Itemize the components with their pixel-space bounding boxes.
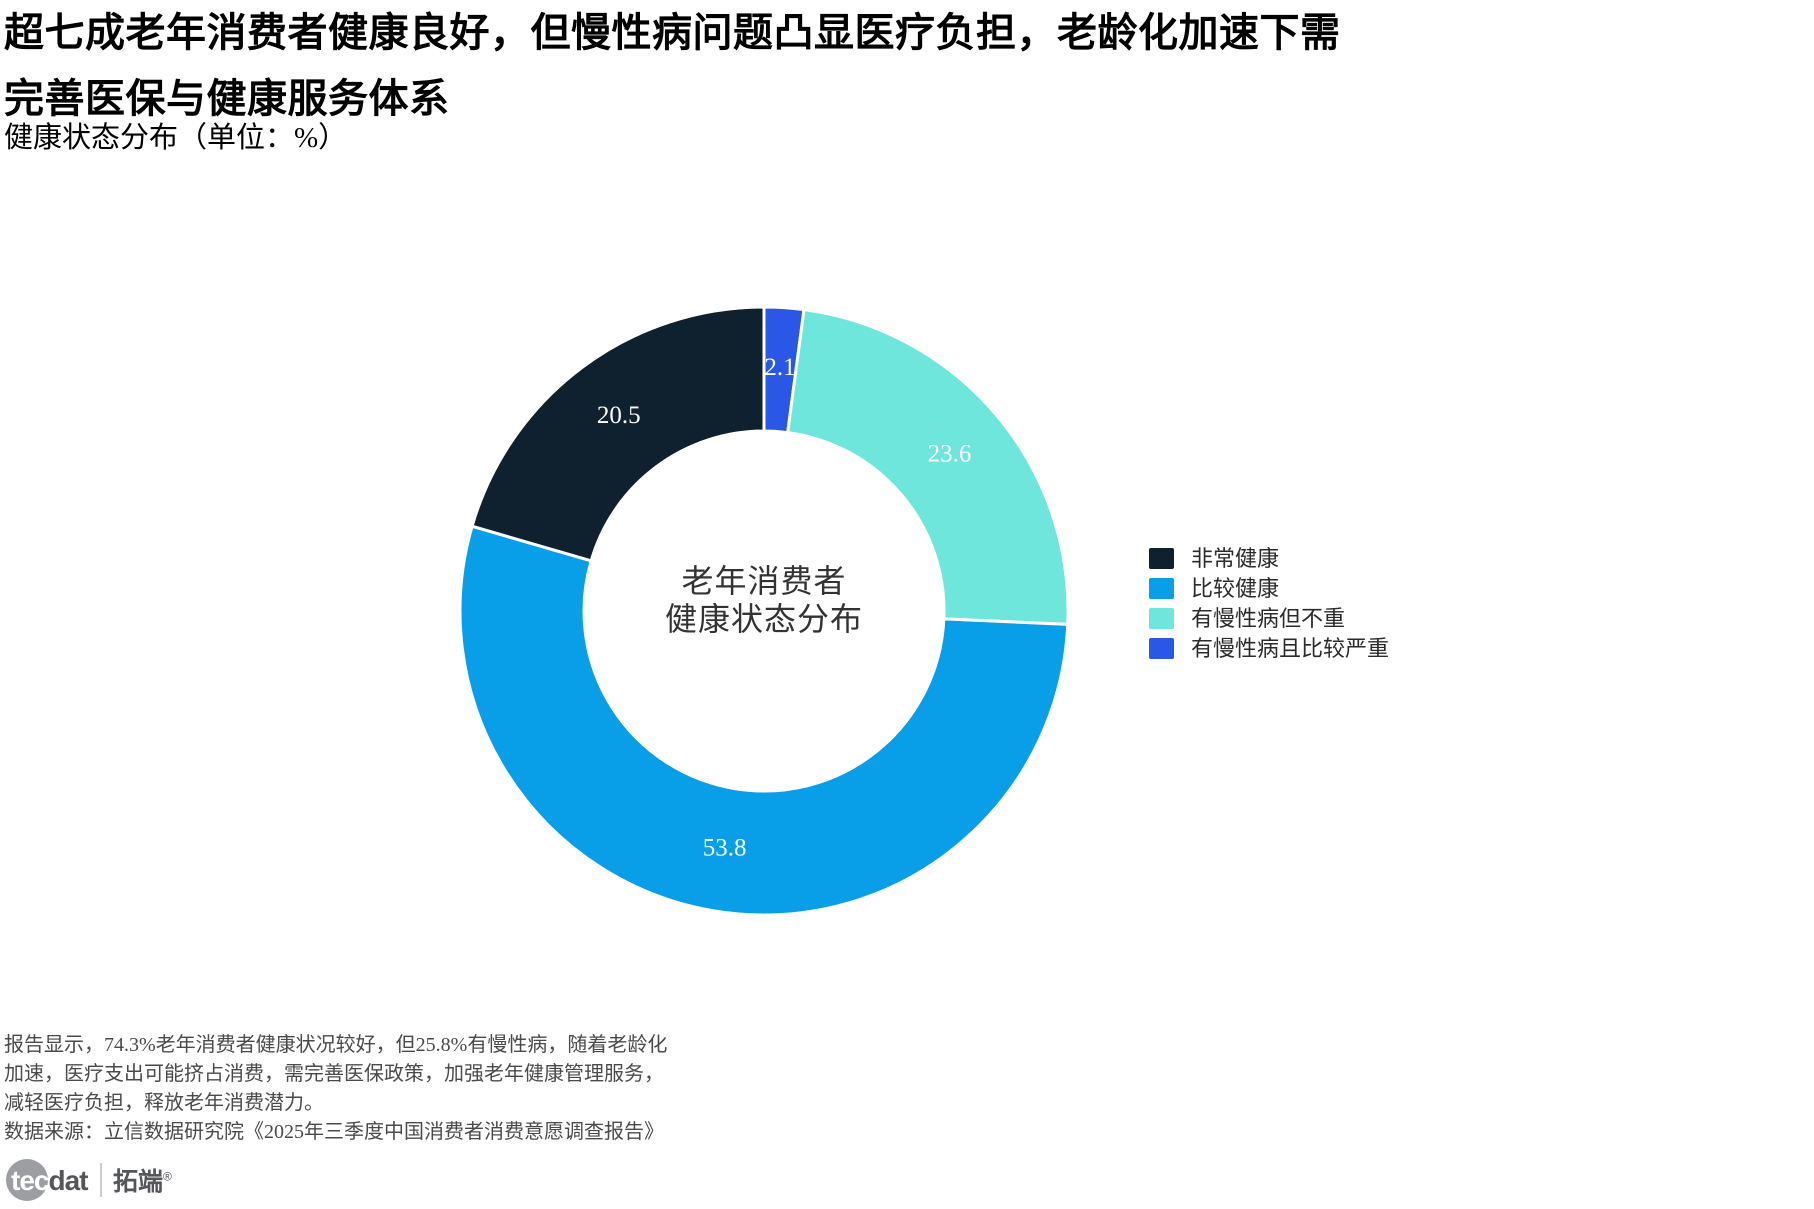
donut-center-label: 老年消费者 健康状态分布: [584, 562, 944, 638]
legend-swatch-icon: [1149, 638, 1174, 659]
legend-label: 非常健康: [1191, 545, 1280, 571]
logo-divider: [100, 1163, 102, 1197]
registered-mark: ®: [163, 1169, 172, 1184]
legend-label: 比较健康: [1191, 575, 1280, 601]
donut-center-line-2: 健康状态分布: [664, 601, 863, 637]
logo-cn-name: 拓端®: [113, 1162, 172, 1198]
logo-cn-text: 拓端: [113, 1168, 164, 1196]
footer-note-line-1: 报告显示，74.3%老年消费者健康状况较好，但25.8%有慢性病，随着老龄化: [4, 1034, 668, 1056]
legend-swatch-icon: [1149, 578, 1174, 599]
page-header: 超七成老年消费者健康良好，但慢性病问题凸显医疗负担，老龄化加速下需 完善医保与健…: [4, 0, 1424, 132]
footer-note-line-3: 减轻医疗负担，释放老年消费潜力。: [4, 1092, 324, 1114]
legend-item-3[interactable]: 有慢性病但不重: [1149, 605, 1389, 631]
pie-segment-2[interactable]: [458, 524, 1070, 917]
legend-label: 有慢性病但不重: [1191, 605, 1346, 631]
logo-brand-text: tecdat: [11, 1165, 88, 1197]
pie-segment-value-3: 23.6: [928, 440, 972, 467]
legend-swatch-icon: [1149, 548, 1174, 569]
legend-swatch-icon: [1149, 608, 1174, 629]
footer-note-line-2: 加速，医疗支出可能挤占消费，需完善医保政策，加强老年健康管理服务，: [4, 1063, 664, 1085]
data-source: 数据来源：立信数据研究院《2025年三季度中国消费者消费意愿调查报告》: [4, 1121, 664, 1143]
logo-brand-highlight: tec: [11, 1165, 49, 1196]
pie-segment-value-1: 20.5: [597, 402, 641, 429]
donut-chart-svg: 2.1 23.6 53.8 20.5: [458, 305, 1070, 917]
donut-center-line-1: 老年消费者: [681, 563, 847, 599]
legend-label: 有慢性病且比较严重: [1191, 635, 1390, 661]
pie-segment-3[interactable]: [786, 308, 1070, 626]
legend-item-4[interactable]: 有慢性病且比较严重: [1149, 635, 1390, 661]
page-title-line-1: 超七成老年消费者健康良好，但慢性病问题凸显医疗负担，老龄化加速下需: [4, 10, 1341, 55]
footer-note: 报告显示，74.3%老年消费者健康状况较好，但25.8%有慢性病，随着老龄化 加…: [4, 1031, 704, 1147]
pie-segment-value-4: 2.1: [764, 354, 795, 381]
pie-segment-value-2: 53.8: [703, 835, 747, 862]
logo-circle-icon: [6, 1159, 48, 1201]
chart-subtitle: 健康状态分布（单位：%）: [4, 122, 348, 154]
tecdat-logo: tecdat 拓端®: [6, 1155, 172, 1205]
legend-item-2[interactable]: 比较健康: [1149, 575, 1389, 601]
pie-segment-1[interactable]: [470, 305, 766, 563]
page-title-line-2: 完善医保与健康服务体系: [4, 76, 450, 121]
tecdat-logo-mark: tecdat: [6, 1157, 94, 1203]
chart-legend: 非常健康比较健康有慢性病但不重有慢性病且比较严重: [1149, 545, 1390, 668]
legend-item-1[interactable]: 非常健康: [1149, 545, 1389, 571]
logo-brand-rest: dat: [48, 1165, 88, 1196]
donut-chart: 2.1 23.6 53.8 20.5 老年消费者 健康状态分布: [457, 304, 1071, 918]
